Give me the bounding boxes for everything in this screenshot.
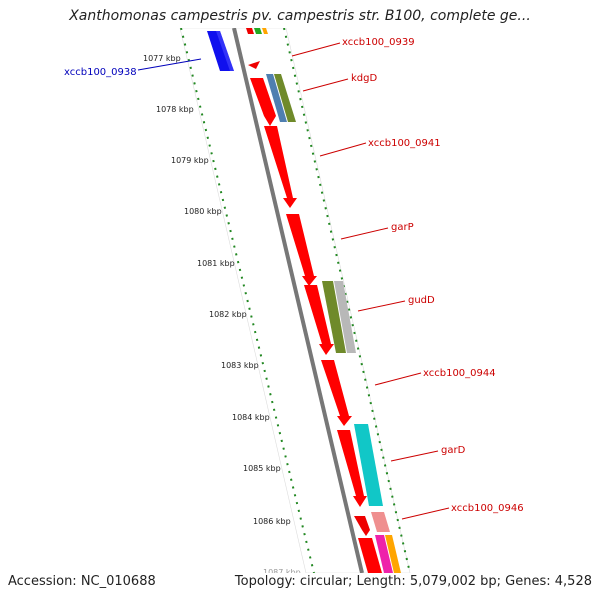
gene-label-garD[interactable]: garD: [441, 445, 466, 456]
genome-title: Xanthomonas campestris pv. campestris st…: [69, 8, 531, 24]
leader-kdgD: [302, 78, 349, 92]
leader-xccb100-0946: [401, 507, 450, 520]
tick-label: 1080 kbp: [184, 207, 222, 216]
cog-feature-top-green: [254, 28, 262, 34]
gene-label-gudD[interactable]: gudD: [408, 295, 435, 306]
cog-feature-xccb100-0946-pink: [371, 512, 390, 532]
gene-feature-bottom-red: [358, 538, 382, 573]
map-band: [179, 28, 411, 573]
cog-feature-top-red: [246, 28, 254, 34]
tick-label: 1082 kbp: [209, 310, 247, 319]
tick-label: 1085 kbp: [243, 464, 281, 473]
gene-label-xccb100-0938[interactable]: xccb100_0938: [64, 67, 137, 78]
sequence-backbone: [232, 28, 364, 573]
gene-feature-xccb100-0939[interactable]: [248, 61, 260, 69]
tick-ruler-inner: [180, 28, 315, 573]
gene-label-xccb100-0941[interactable]: xccb100_0941: [368, 138, 441, 149]
cog-feature-bottom-magenta: [375, 535, 393, 573]
tick-label: 1083 kbp: [221, 361, 259, 370]
gene-label-xccb100-0946[interactable]: xccb100_0946: [451, 503, 524, 514]
tick-label: 1087 kbp: [263, 568, 301, 577]
gene-feature-xccb100-0944[interactable]: [321, 360, 352, 426]
gene-feature-garP[interactable]: [286, 214, 317, 286]
cog-feature-top-orange: [262, 28, 268, 34]
tick-label: 1075 kbp: [128, 3, 162, 11]
cog-feature-bottom-orange: [385, 535, 401, 573]
leader-xccb100-0938: [137, 58, 202, 71]
gene-label-garP[interactable]: garP: [391, 222, 414, 233]
gene-feature-gudD[interactable]: [304, 285, 334, 355]
leader-xccb100-0944: [374, 372, 422, 386]
leader-garP: [340, 227, 389, 240]
gene-feature-garD[interactable]: [337, 430, 367, 507]
tick-label: 1078 kbp: [156, 105, 194, 114]
cog-feature-kdgD-steel: [266, 74, 287, 122]
genome-summary-text: Topology: circular; Length: 5,079,002 bp…: [234, 574, 592, 589]
cog-feature-gudD-grey: [334, 281, 356, 353]
leader-gudD: [357, 300, 406, 312]
tick-label: 1079 kbp: [171, 156, 209, 165]
cog-feature-garD-cyan: [354, 424, 383, 506]
cog-feature-gudD-olive: [322, 281, 346, 353]
gene-feature-xccb100-0946[interactable]: [354, 516, 370, 536]
gene-label-xccb100-0939[interactable]: xccb100_0939: [342, 37, 415, 48]
tick-label: 1077 kbp: [143, 54, 181, 63]
gene-feature-xccb100-0938-shade: [216, 31, 234, 71]
accession-text: Accession: NC_010688: [8, 574, 156, 589]
tick-label: 1084 kbp: [232, 413, 270, 422]
cog-feature-kdgD-olive: [274, 74, 296, 122]
gene-label-kdgD[interactable]: kdgD: [351, 73, 377, 84]
leader-xccb100-0941: [319, 142, 367, 157]
tick-label: 1081 kbp: [197, 259, 235, 268]
gene-label-xccb100-0944[interactable]: xccb100_0944: [423, 368, 496, 379]
leader-garD: [390, 450, 439, 462]
gene-feature-xccb100-0941[interactable]: [264, 126, 297, 208]
leader-xccb100-0939: [291, 42, 341, 57]
tick-label: 1086 kbp: [253, 517, 291, 526]
gene-feature-kdgD[interactable]: [250, 78, 276, 126]
